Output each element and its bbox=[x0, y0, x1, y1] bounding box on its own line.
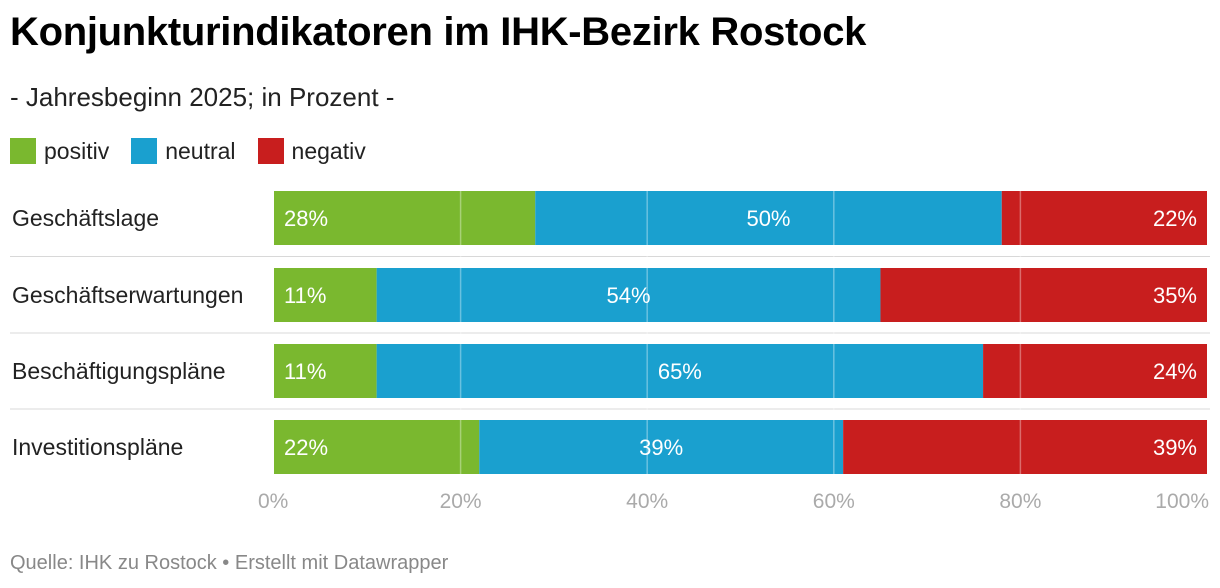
row-label-investitionsplaene: Investitionspläne bbox=[12, 434, 183, 460]
value-label-neutral-investitionsplaene: 39% bbox=[639, 435, 683, 460]
legend-label-negativ: negativ bbox=[291, 137, 366, 164]
bar-negativ-geschaeftslage bbox=[1001, 191, 1207, 245]
legend-label-neutral: neutral bbox=[165, 137, 236, 164]
bar-neutral-geschaeftslage bbox=[535, 191, 1002, 245]
row-label-geschaeftserwartungen: Geschäftserwartungen bbox=[12, 282, 243, 308]
value-label-negativ-geschaeftslage: 22% bbox=[1153, 206, 1197, 231]
bar-neutral-investitionsplaene bbox=[479, 420, 844, 474]
legend-swatch-positiv bbox=[10, 138, 36, 164]
bar-negativ-geschaeftserwartungen bbox=[880, 268, 1207, 322]
value-label-positiv-investitionsplaene: 22% bbox=[284, 435, 328, 460]
value-label-negativ-investitionsplaene: 39% bbox=[1153, 435, 1197, 460]
x-tick-label-100: 100% bbox=[1155, 490, 1209, 513]
legend-swatch-negativ bbox=[257, 138, 284, 164]
chart-title: Konjunkturindikatoren im IHK-Bezirk Rost… bbox=[10, 10, 867, 54]
x-tick-label-0: 0% bbox=[258, 490, 288, 513]
bar-positiv-geschaeftserwartungen bbox=[274, 268, 377, 322]
bar-positiv-geschaeftslage bbox=[274, 191, 536, 245]
bar-neutral-beschaeftigungsplaene bbox=[376, 344, 984, 398]
x-tick-label-60: 60% bbox=[813, 490, 855, 513]
legend-item-negativ: negativ bbox=[257, 137, 366, 165]
x-tick-label-20: 20% bbox=[440, 490, 482, 513]
legend-item-neutral: neutral bbox=[131, 137, 236, 165]
row-label-geschaeftslage: Geschäftslage bbox=[12, 205, 159, 231]
legend-label-positiv: positiv bbox=[44, 137, 110, 164]
bar-positiv-investitionsplaene bbox=[274, 420, 480, 474]
bar-negativ-beschaeftigungsplaene bbox=[983, 344, 1207, 398]
bar-neutral-geschaeftserwartungen bbox=[376, 268, 881, 322]
legend: positiv neutral negativ bbox=[10, 136, 388, 166]
bar-positiv-beschaeftigungsplaene bbox=[274, 344, 377, 398]
value-label-positiv-geschaeftslage: 28% bbox=[284, 206, 328, 231]
row-label-beschaeftigungsplaene: Beschäftigungspläne bbox=[12, 358, 226, 384]
chart-subtitle: - Jahresbeginn 2025; in Prozent - bbox=[10, 82, 395, 112]
value-label-negativ-geschaeftserwartungen: 35% bbox=[1153, 283, 1197, 308]
legend-item-positiv: positiv bbox=[10, 138, 109, 165]
value-label-negativ-beschaeftigungsplaene: 24% bbox=[1153, 359, 1197, 384]
legend-swatch-neutral bbox=[131, 138, 158, 164]
value-label-neutral-geschaeftslage: 50% bbox=[746, 206, 790, 231]
value-label-neutral-geschaeftserwartungen: 54% bbox=[607, 283, 651, 308]
bar-negativ-investitionsplaene bbox=[843, 420, 1207, 474]
value-label-positiv-geschaeftserwartungen: 11% bbox=[284, 283, 326, 308]
source-footer: Quelle: IHK zu Rostock • Erstellt mit Da… bbox=[10, 552, 449, 574]
x-tick-label-40: 40% bbox=[626, 490, 668, 513]
value-label-positiv-beschaeftigungsplaene: 11% bbox=[284, 359, 326, 384]
value-label-neutral-beschaeftigungsplaene: 65% bbox=[658, 359, 702, 384]
x-tick-label-80: 80% bbox=[999, 490, 1041, 513]
